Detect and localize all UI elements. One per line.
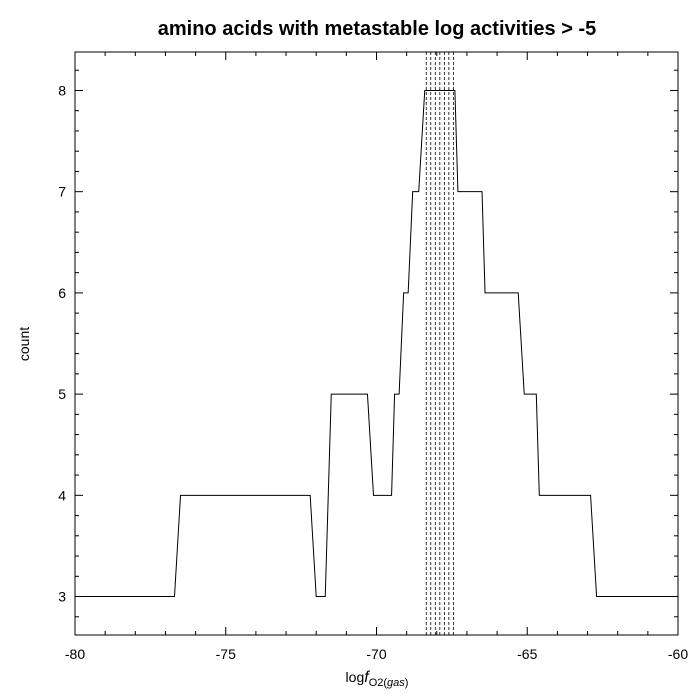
x-axis-label-log: log — [346, 669, 365, 685]
x-tick-label: -60 — [668, 646, 688, 662]
x-tick-label: -75 — [216, 646, 236, 662]
x-tick-label: -65 — [517, 646, 537, 662]
y-tick-label: 3 — [58, 589, 66, 605]
axis-ticks — [74, 52, 679, 635]
y-tick-label: 5 — [58, 386, 66, 402]
x-axis-label-subscript: O2( — [369, 677, 388, 689]
x-tick-label: -80 — [65, 646, 85, 662]
y-tick-label: 8 — [58, 82, 66, 98]
dashed-reference-lines — [425, 52, 454, 635]
x-axis-label-f: f — [364, 669, 370, 686]
x-axis-label: logfO2(gas) — [346, 669, 409, 689]
x-tick-label: -70 — [366, 646, 386, 662]
x-axis-label-subscript-gas: gas — [387, 677, 405, 689]
chart-title: amino acids with metastable log activiti… — [158, 18, 596, 40]
plot-frame — [74, 51, 679, 636]
y-axis-label: count — [16, 327, 32, 361]
series-line — [75, 89, 678, 598]
y-tick-label: 7 — [58, 184, 66, 200]
y-tick-label: 6 — [58, 285, 66, 301]
y-tick-labels: 3 4 5 6 7 8 — [58, 82, 66, 604]
data-series — [75, 89, 678, 598]
x-tick-labels: -80 -75 -70 -65 -60 — [65, 646, 688, 662]
y-tick-label: 4 — [58, 487, 66, 503]
x-axis-label-subscript-close: ) — [405, 677, 409, 689]
